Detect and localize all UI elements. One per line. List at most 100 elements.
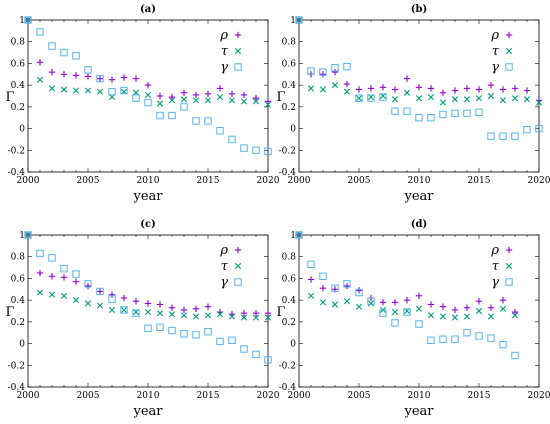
legend-marker bbox=[234, 278, 242, 286]
y-tick-label: 0.8 bbox=[282, 253, 297, 263]
data-point bbox=[379, 299, 387, 306]
data-point bbox=[24, 16, 32, 24]
data-point bbox=[240, 98, 248, 105]
plot-frame bbox=[27, 234, 269, 388]
data-point bbox=[204, 303, 212, 310]
legend-marker bbox=[234, 63, 242, 71]
data-point bbox=[264, 147, 272, 156]
data-point bbox=[451, 335, 459, 343]
data-point bbox=[451, 314, 459, 321]
legend: ρτγ bbox=[219, 28, 242, 75]
data-point bbox=[391, 96, 399, 103]
y-tick-label: -0.2 bbox=[8, 146, 25, 156]
data-point bbox=[156, 323, 164, 331]
y-tick-label: 0.6 bbox=[282, 274, 297, 284]
data-point bbox=[415, 84, 423, 91]
data-point bbox=[319, 71, 327, 78]
data-point bbox=[403, 107, 411, 115]
data-point bbox=[319, 272, 327, 280]
y-tick-label: 0.8 bbox=[11, 253, 26, 263]
data-point bbox=[240, 314, 248, 321]
data-point bbox=[511, 351, 519, 360]
y-tick-label: 0.6 bbox=[282, 59, 297, 69]
data-point bbox=[451, 87, 459, 94]
data-point bbox=[192, 97, 200, 104]
data-point bbox=[523, 87, 531, 94]
data-point bbox=[499, 132, 507, 140]
data-point bbox=[96, 302, 104, 309]
data-point bbox=[343, 282, 351, 290]
y-tick-label: 0.4 bbox=[282, 81, 297, 91]
data-point bbox=[511, 95, 519, 102]
data-point bbox=[331, 301, 339, 308]
y-tick-label: -0.2 bbox=[279, 361, 296, 371]
data-point bbox=[216, 93, 224, 101]
data-point bbox=[264, 309, 272, 317]
panel-b: (b) 2000 2005 2010 2015 2020 -0.4 -0.2 0 0.2 0.4 0.… bbox=[276, 4, 550, 204]
y-tick-label: 0 bbox=[290, 125, 296, 135]
data-point bbox=[252, 309, 260, 317]
data-point bbox=[451, 109, 459, 118]
legend-marker bbox=[505, 47, 513, 55]
data-point bbox=[108, 306, 116, 314]
data-point bbox=[415, 305, 423, 312]
data-point bbox=[264, 314, 272, 321]
x-tick-label: 2020 bbox=[528, 391, 550, 401]
data-point bbox=[264, 101, 272, 108]
data-point bbox=[355, 86, 363, 93]
legend-label: τ bbox=[492, 44, 500, 59]
data-point bbox=[252, 350, 260, 359]
data-point bbox=[96, 288, 104, 295]
data-point bbox=[168, 311, 176, 318]
data-point bbox=[228, 336, 236, 345]
x-tick-label: 2015 bbox=[197, 176, 220, 186]
data-point bbox=[367, 297, 375, 305]
data-point bbox=[463, 329, 471, 337]
data-point bbox=[228, 97, 236, 104]
data-point bbox=[84, 282, 92, 290]
data-point bbox=[204, 90, 212, 98]
data-point bbox=[319, 68, 327, 76]
data-point bbox=[180, 103, 188, 111]
y-tick-label: 1 bbox=[290, 16, 296, 26]
data-point bbox=[367, 94, 375, 102]
plot-frame bbox=[298, 19, 540, 173]
legend-marker bbox=[234, 262, 242, 270]
legend-marker bbox=[234, 47, 242, 55]
data-point bbox=[156, 100, 164, 107]
data-point bbox=[355, 288, 363, 297]
legend-label: ρ bbox=[490, 28, 499, 43]
data-point bbox=[511, 312, 519, 319]
data-point bbox=[295, 16, 303, 24]
data-point bbox=[463, 313, 471, 320]
data-point bbox=[355, 287, 363, 294]
panel-title: (d) bbox=[411, 219, 427, 230]
legend-marker bbox=[505, 31, 513, 39]
data-point bbox=[264, 356, 272, 364]
data-point bbox=[252, 146, 260, 154]
data-point bbox=[168, 326, 176, 335]
data-point bbox=[463, 109, 471, 118]
data-point bbox=[511, 85, 519, 92]
x-tick-label: 2010 bbox=[137, 391, 160, 401]
data-point bbox=[72, 278, 80, 285]
data-point bbox=[499, 296, 507, 304]
data-point bbox=[204, 312, 212, 319]
data-point bbox=[216, 127, 224, 135]
y-tick-label: 1 bbox=[290, 231, 296, 241]
data-point bbox=[96, 88, 104, 95]
data-point bbox=[343, 88, 351, 95]
y-tick-label: 0.2 bbox=[11, 103, 25, 113]
legend: ρτγ bbox=[490, 28, 513, 75]
data-point bbox=[415, 114, 423, 122]
data-point bbox=[120, 86, 128, 95]
data-point bbox=[120, 306, 128, 314]
data-point bbox=[403, 308, 411, 316]
data-point bbox=[60, 292, 68, 299]
data-point bbox=[180, 330, 188, 338]
data-point bbox=[535, 124, 543, 133]
data-point bbox=[156, 310, 164, 317]
legend-marker bbox=[505, 63, 513, 71]
data-point bbox=[535, 99, 543, 106]
data-point bbox=[216, 311, 224, 318]
